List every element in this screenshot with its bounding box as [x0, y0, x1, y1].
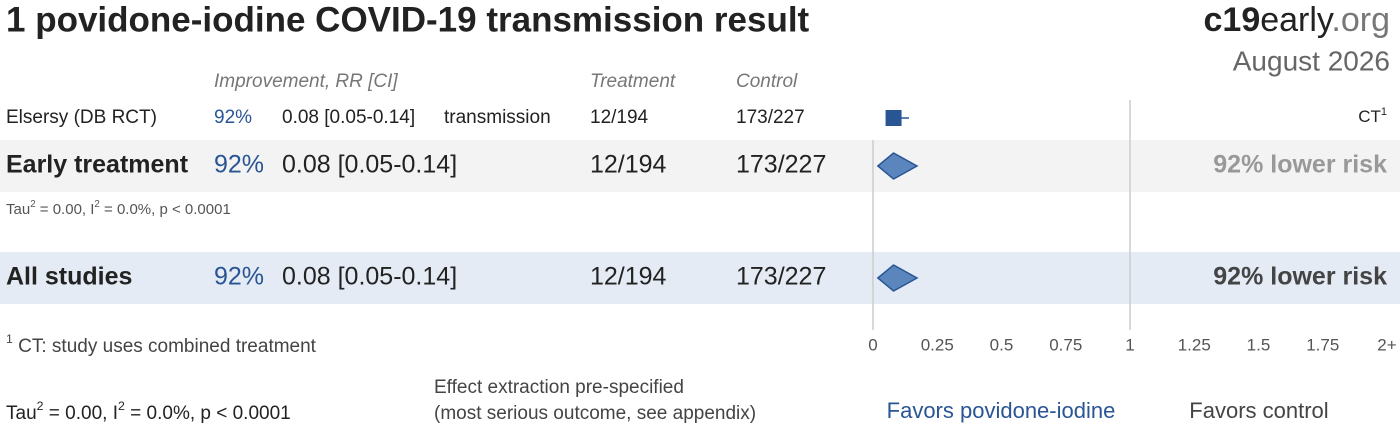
treatment: 12/194 — [590, 107, 649, 128]
x-tick-label: 1.75 — [1306, 335, 1339, 354]
brand-rest: early — [1260, 1, 1334, 39]
title: 1 povidone-iodine COVID-19 transmission … — [6, 0, 810, 39]
brand-bold: c19 — [1204, 1, 1261, 39]
note-ref: 1 — [1381, 106, 1387, 118]
x-tick-label: 2+ — [1377, 335, 1396, 354]
text-part: Tau — [6, 403, 37, 424]
outcome: transmission — [444, 107, 551, 128]
brand: c19early.org — [1204, 1, 1391, 39]
row-name: Early treatment — [6, 151, 189, 179]
x-tick-label: 1 — [1125, 335, 1134, 354]
effect-diamond — [876, 264, 919, 292]
treatment: 12/194 — [590, 263, 667, 291]
x-tick-label: 0.75 — [1049, 335, 1082, 354]
superscript: 2 — [94, 199, 99, 210]
effect-square — [885, 110, 902, 126]
x-tick-label: 0.25 — [921, 335, 954, 354]
segmented-text: 1 CT: study uses combined treatment — [6, 332, 317, 357]
row-name: Elsersy (DB RCT) — [6, 107, 157, 128]
control: 173/227 — [736, 151, 826, 179]
note-text: CT — [1358, 107, 1381, 126]
control: 173/227 — [736, 107, 805, 128]
row-name: All studies — [6, 263, 132, 291]
effect-diamond — [876, 152, 919, 180]
treatment: 12/194 — [590, 151, 667, 179]
x-tick-label: 0.5 — [990, 335, 1014, 354]
favors-right: Favors control — [1189, 398, 1328, 423]
superscript: 2 — [118, 399, 125, 413]
text-part: = 0.00, I — [44, 403, 118, 424]
superscript: 2 — [30, 199, 35, 210]
column-header: Treatment — [590, 71, 676, 92]
rr-ci: 0.08 [0.05-0.14] — [282, 151, 457, 179]
improvement: 92% — [214, 263, 264, 291]
column-header: Control — [736, 71, 798, 92]
row-band — [0, 140, 1400, 192]
rr-ci: 0.08 [0.05-0.14] — [282, 107, 415, 128]
superscript: 2 — [37, 399, 44, 413]
x-tick-label: 1.5 — [1247, 335, 1271, 354]
date: August 2026 — [1233, 45, 1390, 76]
text-part: = 0.0%, p < 0.0001 — [100, 201, 231, 218]
column-header: Improvement, RR [CI] — [214, 71, 398, 92]
improvement: 92% — [214, 151, 264, 179]
text-part: Tau — [6, 201, 30, 218]
row-band — [0, 252, 1400, 304]
segmented-text: Tau2 = 0.00, I2 = 0.0%, p < 0.0001 — [6, 199, 231, 218]
improvement: 92% — [214, 107, 252, 128]
text-part: = 0.0%, p < 0.0001 — [125, 403, 291, 424]
x-tick-label: 0 — [868, 335, 877, 354]
text-part: = 0.00, I — [36, 201, 95, 218]
x-tick-label: 1.25 — [1178, 335, 1211, 354]
method-note: (most serious outcome, see appendix) — [434, 403, 756, 424]
result: 92% lower risk — [1213, 151, 1387, 179]
rr-ci: 0.08 [0.05-0.14] — [282, 263, 457, 291]
control: 173/227 — [736, 263, 826, 291]
favors-left: Favors povidone-iodine — [887, 398, 1116, 423]
superscript: 1 — [6, 332, 13, 346]
note: CT1 — [1358, 106, 1387, 127]
result: 92% lower risk — [1213, 263, 1387, 291]
text-part: CT: study uses combined treatment — [13, 336, 317, 357]
segmented-text: Tau2 = 0.00, I2 = 0.0%, p < 0.0001 — [6, 399, 291, 424]
method-note: Effect extraction pre-specified — [434, 377, 684, 398]
brand-tld: .org — [1331, 1, 1390, 39]
